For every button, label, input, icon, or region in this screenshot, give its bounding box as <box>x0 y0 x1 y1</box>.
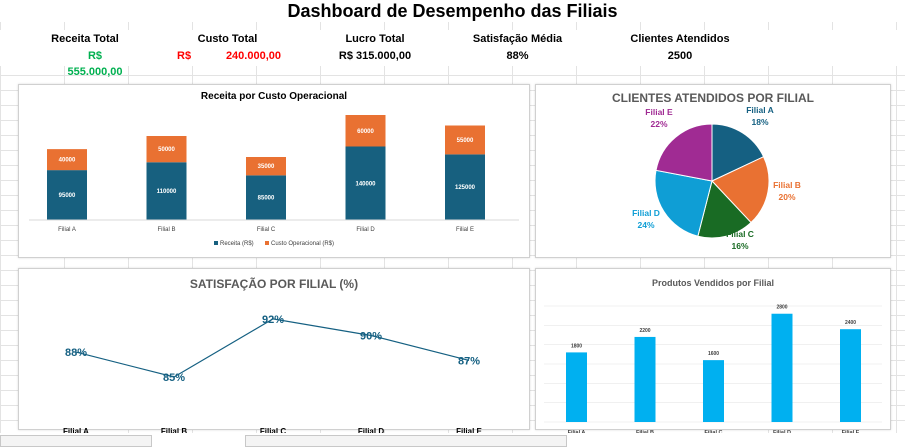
legend-swatch-1 <box>265 241 269 245</box>
bar-produtos-4 <box>840 329 861 422</box>
kpi-satisfacao-label: Satisfação Média <box>472 33 563 45</box>
data-label: 35000 <box>258 164 275 170</box>
legend-swatch-0 <box>214 241 218 245</box>
kpi-lucro[interactable]: Lucro Total R$ 315.000,00 <box>330 30 420 64</box>
data-label: 90% <box>360 331 382 343</box>
kpi-clientes-label: Clientes Atendidos <box>630 33 730 45</box>
pie-label-3: Filial D <box>632 208 660 218</box>
data-label: 1800 <box>571 343 582 349</box>
kpi-receita[interactable]: Receita Total R$ 555.000,00 <box>40 30 130 78</box>
pie-slice-4 <box>655 123 713 182</box>
pie-pct-2: 16% <box>731 241 748 251</box>
pie-slice-2 <box>697 179 752 239</box>
legend-label-1: Custo Operacional (R$) <box>271 241 334 247</box>
data-label: 50000 <box>158 147 175 153</box>
pie-slice-0 <box>711 123 765 182</box>
tick-label: Filial E <box>456 227 474 233</box>
kpi-receita-value: R$ 555.000,00 <box>67 50 123 78</box>
pie-pct-1: 20% <box>778 192 795 202</box>
kpi-custo-label: Custo Total <box>197 33 258 45</box>
tick-label: Filial A <box>63 427 89 436</box>
satisfacao-line <box>75 318 470 378</box>
data-label: 92% <box>262 314 284 326</box>
bar-receita-2 <box>246 175 286 220</box>
pie-label-0: Filial A <box>746 105 774 115</box>
clientes-pie-chart: Filial A 18% Filial B 20% Filial C 16% Filial … <box>632 105 801 251</box>
bar-produtos-0 <box>566 352 587 422</box>
tick-label: Filial B <box>161 427 187 436</box>
pie-pct-4: 22% <box>650 119 667 129</box>
bar-produtos-2 <box>703 360 724 422</box>
tick-label: Filial C <box>260 427 286 436</box>
receita-custo-chart: 95000 40000 Filial A 110000 50000 Filial B 850… <box>29 115 519 247</box>
data-label: 140000 <box>355 181 376 187</box>
pie-label-4: Filial E <box>645 107 673 117</box>
kpi-clientes[interactable]: Clientes Atendidos 2500 <box>620 30 740 64</box>
pie-pct-0: 18% <box>751 117 768 127</box>
data-label: 110000 <box>157 189 177 195</box>
bar-custo-3 <box>345 115 386 147</box>
tick-label: Filial D <box>358 427 384 436</box>
pie-slice-3 <box>654 169 713 237</box>
tick-label: Filial A <box>58 227 76 233</box>
kpi-receita-label: Receita Total <box>51 33 119 45</box>
dashboard-title: Dashboard de Desempenho das Filiais <box>0 0 905 22</box>
tick-label: Filial B <box>157 227 175 233</box>
receita-custo-chart-title: Receita por Custo Operacional <box>200 91 348 102</box>
bar-receita-3 <box>345 146 386 220</box>
kpi-band: Receita Total R$ 555.000,00 Custo Total … <box>0 30 905 78</box>
data-label: 60000 <box>357 129 374 135</box>
satisfacao-chart: 88% Filial A 85% Filial B 92% Filial C 90% Fili… <box>63 314 483 436</box>
data-label: 85000 <box>258 196 275 202</box>
pie-pct-3: 24% <box>637 220 654 230</box>
kpi-custo-currency: R$ <box>177 50 192 62</box>
kpi-lucro-label: Lucro Total <box>345 33 405 45</box>
data-label: 2200 <box>639 328 650 334</box>
legend-label-0: Receita (R$) <box>220 241 254 247</box>
kpi-custo[interactable]: Custo Total R$ 240.000,00 <box>170 30 285 64</box>
sheet-tab[interactable] <box>0 435 152 447</box>
kpi-lucro-value: R$ 315.000,00 <box>338 50 412 62</box>
kpi-satisfacao-value: 88% <box>506 50 529 62</box>
data-label: 95000 <box>59 193 76 199</box>
kpi-clientes-value: 2500 <box>667 50 693 62</box>
kpi-custo-value: 240.000,00 <box>225 50 281 62</box>
satisfacao-chart-panel[interactable]: SATISFAÇÃO POR FILIAL (%) 88% Filial A 85%… <box>18 268 530 436</box>
sheet-bottom-strip <box>0 433 905 447</box>
bar-receita-0 <box>47 170 87 220</box>
bar-receita-4 <box>445 154 485 220</box>
bar-custo-0 <box>47 149 87 171</box>
clientes-pie-panel[interactable]: CLIENTES ATENDIDOS POR FILIAL Filial A 18… <box>535 84 891 258</box>
data-label: 85% <box>163 372 185 384</box>
data-label: 88% <box>65 347 87 359</box>
receita-custo-chart-panel[interactable]: Receita por Custo Operacional 95000 40000… <box>18 84 530 258</box>
data-label: 55000 <box>457 138 474 144</box>
satisfacao-chart-title: SATISFAÇÃO POR FILIAL (%) <box>189 277 359 291</box>
pie-label-2: Filial C <box>726 229 754 239</box>
tick-label: Filial E <box>456 427 482 436</box>
pie-label-1: Filial B <box>773 180 801 190</box>
bar-produtos-1 <box>634 336 656 422</box>
bar-custo-4 <box>445 125 485 155</box>
data-label: 40000 <box>59 158 76 164</box>
bar-custo-1 <box>146 136 187 163</box>
bar-produtos-3 <box>771 313 793 422</box>
clientes-pie-title: CLIENTES ATENDIDOS POR FILIAL <box>611 91 814 105</box>
produtos-chart-title: Produtos Vendidos por Filial <box>651 278 774 288</box>
data-label: 87% <box>458 355 480 367</box>
data-label: 2400 <box>845 320 856 326</box>
kpi-custo-value-row: R$ 240.000,00 <box>170 48 285 64</box>
horizontal-scrollbar[interactable] <box>245 435 567 447</box>
tick-label: Filial D <box>356 227 375 233</box>
tick-label: Filial C <box>257 227 276 233</box>
data-label: 1600 <box>708 351 719 357</box>
pie-slice-1 <box>711 156 770 224</box>
data-label: 125000 <box>455 185 476 191</box>
bar-receita-1 <box>146 162 187 220</box>
data-label: 2800 <box>776 305 787 311</box>
produtos-chart-panel[interactable]: Produtos Vendidos por Filial 1800Filial … <box>535 268 891 436</box>
produtos-chart: 1800Filial A2200Filial B1600Filial C2800… <box>544 305 882 436</box>
bar-custo-2 <box>246 157 286 176</box>
kpi-satisfacao[interactable]: Satisfação Média 88% <box>455 30 580 64</box>
